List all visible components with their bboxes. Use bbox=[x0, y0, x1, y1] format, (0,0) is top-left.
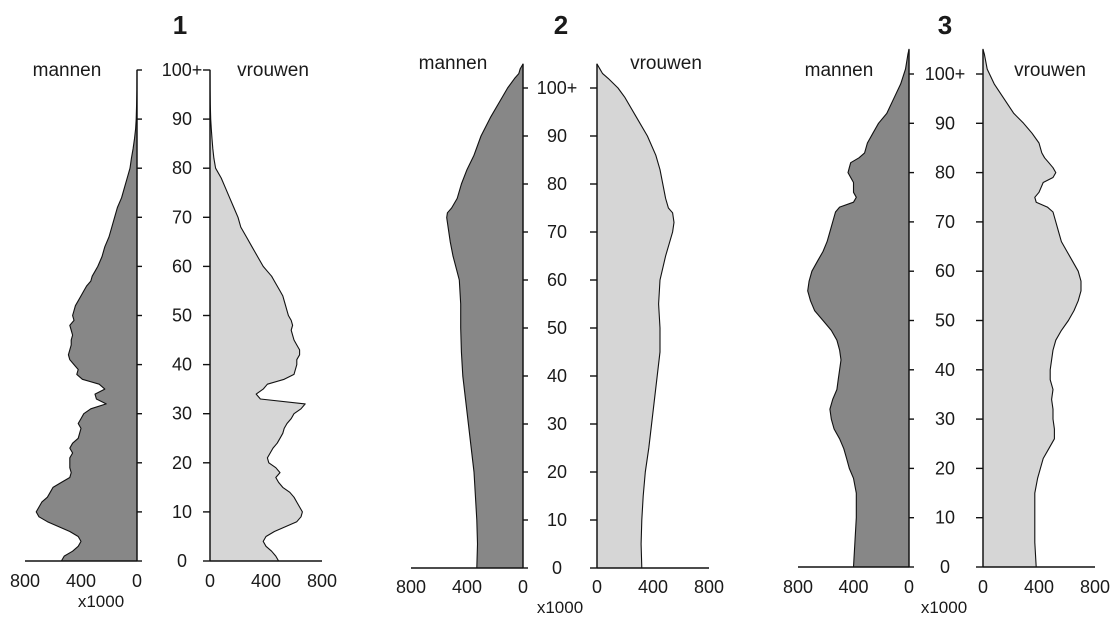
x-tick-left: 800 bbox=[396, 577, 426, 597]
y-tick-label: 20 bbox=[935, 458, 955, 478]
y-tick-label: 70 bbox=[547, 222, 567, 242]
label-mannen: mannen bbox=[419, 53, 488, 74]
x-tick-left: 0 bbox=[518, 577, 528, 597]
x-tick-right: 400 bbox=[251, 571, 281, 591]
mannen-area bbox=[807, 48, 910, 568]
x-tick-left: 0 bbox=[904, 577, 914, 597]
y-tick-label: 100+ bbox=[162, 60, 203, 80]
vrouwen-area bbox=[596, 63, 675, 569]
y-tick-label: 40 bbox=[547, 366, 567, 386]
y-tick-label: 90 bbox=[547, 126, 567, 146]
panel-title: 2 bbox=[554, 10, 568, 40]
x-tick-right: 400 bbox=[1024, 577, 1054, 597]
y-tick-label: 80 bbox=[172, 158, 192, 178]
y-tick-label: 100+ bbox=[537, 78, 578, 98]
y-tick-label: 30 bbox=[935, 409, 955, 429]
panel-title: 3 bbox=[938, 10, 952, 40]
vrouwen-area bbox=[982, 48, 1082, 568]
pyramid-panel-2: 2 mannen vrouwen 800 400 0 0 400 800 0 10 20 30 40 50 6… bbox=[396, 10, 724, 617]
x-tick-right: 800 bbox=[694, 577, 724, 597]
y-tick-label: 20 bbox=[547, 462, 567, 482]
panel-title: 1 bbox=[173, 10, 187, 40]
y-tick-label: 70 bbox=[935, 212, 955, 232]
x-tick-left: 400 bbox=[66, 571, 96, 591]
y-tick-label: 10 bbox=[172, 502, 192, 522]
x-tick-left: 800 bbox=[783, 577, 813, 597]
y-tick-label: 0 bbox=[177, 551, 187, 571]
unit-label: x1000 bbox=[921, 598, 967, 617]
y-tick-label: 50 bbox=[172, 306, 192, 326]
x-tick-left: 800 bbox=[10, 571, 40, 591]
mannen-area bbox=[446, 63, 524, 569]
label-mannen: mannen bbox=[805, 60, 874, 81]
label-vrouwen: vrouwen bbox=[237, 60, 309, 81]
y-tick-label: 90 bbox=[935, 113, 955, 133]
label-vrouwen: vrouwen bbox=[630, 53, 702, 74]
y-tick-label: 60 bbox=[172, 256, 192, 276]
x-tick-right: 0 bbox=[592, 577, 602, 597]
vrouwen-area bbox=[209, 69, 306, 562]
y-tick-label: 60 bbox=[547, 270, 567, 290]
y-tick-label: 80 bbox=[547, 174, 567, 194]
x-tick-right: 400 bbox=[638, 577, 668, 597]
y-tick-label: 90 bbox=[172, 109, 192, 129]
y-tick-label: 0 bbox=[552, 558, 562, 578]
x-tick-right: 800 bbox=[307, 571, 337, 591]
y-tick-label: 50 bbox=[547, 318, 567, 338]
y-tick-label: 40 bbox=[935, 360, 955, 380]
x-tick-right: 0 bbox=[205, 571, 215, 591]
x-tick-left: 400 bbox=[452, 577, 482, 597]
y-tick-label: 60 bbox=[935, 261, 955, 281]
y-tick-label: 10 bbox=[935, 508, 955, 528]
label-vrouwen: vrouwen bbox=[1014, 60, 1086, 81]
y-tick-label: 0 bbox=[940, 557, 950, 577]
unit-label: x1000 bbox=[537, 598, 583, 617]
x-tick-left: 0 bbox=[132, 571, 142, 591]
y-tick-label: 50 bbox=[935, 311, 955, 331]
label-mannen: mannen bbox=[33, 60, 102, 81]
y-tick-label: 10 bbox=[547, 510, 567, 530]
y-tick-label: 30 bbox=[547, 414, 567, 434]
y-tick-label: 70 bbox=[172, 207, 192, 227]
x-tick-left: 400 bbox=[838, 577, 868, 597]
y-tick-label: 40 bbox=[172, 355, 192, 375]
unit-label: x1000 bbox=[78, 592, 124, 611]
x-tick-right: 800 bbox=[1080, 577, 1110, 597]
x-tick-right: 0 bbox=[978, 577, 988, 597]
mannen-area bbox=[35, 69, 138, 562]
y-tick-label: 30 bbox=[172, 404, 192, 424]
pyramid-panel-3: 3 mannen vrouwen 800 400 0 0 400 800 0 10 20 30 40 50 6… bbox=[783, 10, 1110, 617]
y-tick-label: 100+ bbox=[925, 64, 966, 84]
y-tick-label: 80 bbox=[935, 163, 955, 183]
y-tick-label: 20 bbox=[172, 453, 192, 473]
